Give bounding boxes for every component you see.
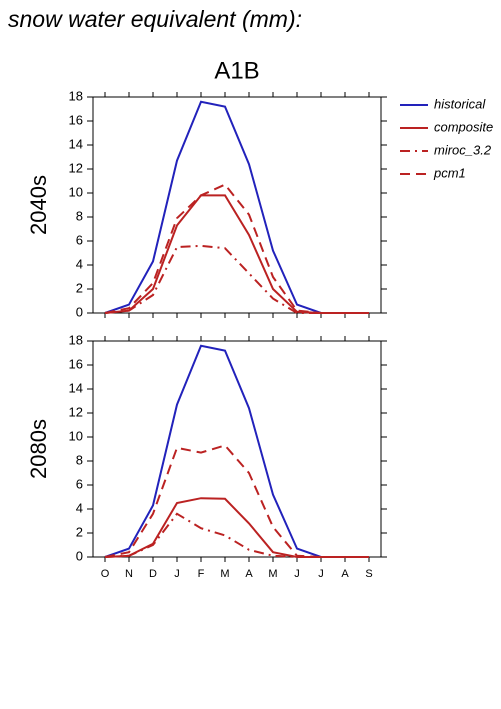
legend-label: historical [434,96,486,111]
y-tick-label: 16 [69,112,83,127]
x-tick-label: D [149,568,157,580]
y-axis-label: 2080s [26,419,51,479]
y-tick-label: 4 [76,256,83,271]
series-line [104,344,369,558]
x-tick-label: A [245,568,253,580]
series-line [104,244,369,314]
x-tick-label: N [125,568,133,580]
plot-frame [92,340,382,558]
y-tick-label: 10 [69,428,83,443]
y-axis-label: 2040s [26,175,51,235]
y-tick-label: 4 [76,500,83,515]
series-line [104,444,369,558]
y-tick-label: 0 [76,548,83,563]
y-tick-label: 12 [69,160,83,175]
x-tick-label: J [294,568,300,580]
scenario-title: A1B [214,57,259,84]
x-tick-label: S [365,568,372,580]
series-line [104,100,369,314]
x-tick-label: J [318,568,324,580]
x-tick-label: A [341,568,349,580]
legend-label: miroc_3.2 [434,142,492,157]
y-tick-label: 2 [76,280,83,295]
plot-frame [92,96,382,314]
legend-label: pcm1 [433,165,466,180]
y-tick-label: 14 [69,136,83,151]
x-tick-label: O [101,568,110,580]
y-tick-label: 2 [76,524,83,539]
series-line [104,183,369,314]
y-tick-label: 16 [69,356,83,371]
y-tick-label: 12 [69,404,83,419]
series-line [104,194,369,314]
x-tick-label: M [268,568,277,580]
x-tick-label: M [220,568,229,580]
y-tick-label: 6 [76,232,83,247]
y-tick-label: 6 [76,476,83,491]
y-tick-label: 18 [69,88,83,103]
y-tick-label: 14 [69,380,83,395]
page-title: snow water equivalent (mm): [8,6,302,32]
y-tick-label: 8 [76,452,83,467]
x-tick-label: J [174,568,180,580]
y-tick-label: 8 [76,208,83,223]
series-line [104,512,369,558]
x-tick-label: F [198,568,205,580]
y-tick-label: 18 [69,332,83,347]
legend-label: composite [434,119,493,134]
y-tick-label: 10 [69,184,83,199]
y-tick-label: 0 [76,304,83,319]
